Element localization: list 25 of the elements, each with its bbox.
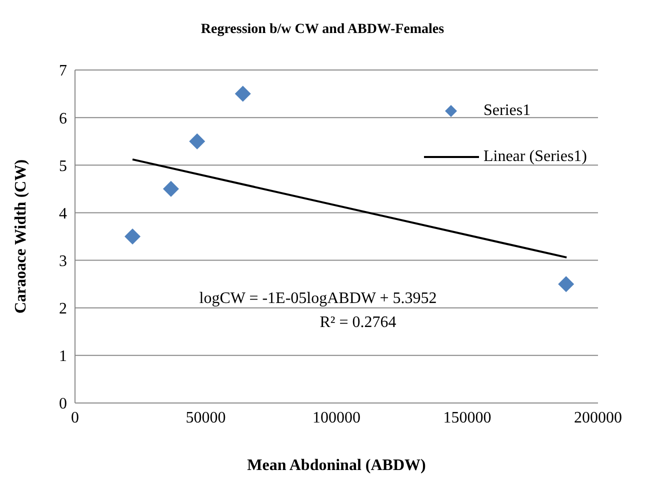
legend-label: Linear (Series1) [483, 147, 587, 167]
x-tick-label: 100000 [312, 409, 360, 426]
point [124, 228, 141, 244]
chart-title: Regression b/w CW and ABDW-Females [200, 22, 446, 38]
y-tick-label: 6 [59, 110, 67, 128]
x-tick-label: 50000 [186, 409, 226, 426]
y-tick-label: 2 [59, 300, 67, 318]
y-tick-label: 4 [59, 205, 67, 222]
legend-label: Series1 [483, 101, 531, 121]
point [162, 180, 179, 197]
point [189, 133, 206, 150]
x-tick-label: 200000 [574, 409, 622, 426]
y-axis-title: Caraoace Width (CW) [12, 159, 30, 314]
annotation: logCW = -1E-05logABDW + 5.3952 [198, 290, 438, 308]
x-axis-title: Mean Abdoninal (ABDW) [247, 457, 426, 474]
y-tick-label: 3 [59, 252, 67, 270]
y-tick-label: 5 [59, 158, 67, 175]
annotation: R² = 0.2764 [318, 314, 398, 332]
x-tick-label: 150000 [443, 409, 492, 426]
point [234, 86, 251, 102]
y-tick-label: 0 [59, 396, 67, 413]
y-tick-label: 1 [59, 348, 67, 366]
x-tick-label: 0 [71, 409, 79, 426]
y-tick-label: 7 [59, 62, 67, 80]
point [558, 276, 574, 292]
